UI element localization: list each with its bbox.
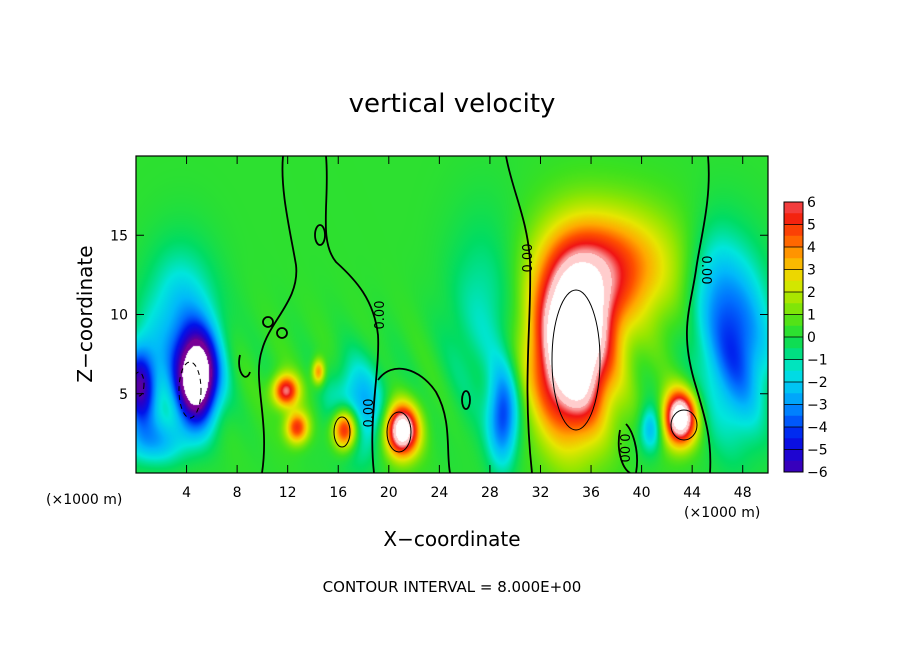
x-tick-label: 44 xyxy=(683,485,701,501)
y-axis: 5 10 15 xyxy=(110,228,768,403)
colorbar-cell xyxy=(784,247,803,259)
colorbar-cell xyxy=(784,224,803,237)
colorbar-cell xyxy=(784,404,803,417)
colorbar-cell xyxy=(784,303,803,315)
zero-contour-loop xyxy=(262,316,274,328)
zero-contour-loop xyxy=(314,224,326,246)
colorbar-cell xyxy=(784,337,803,349)
zero-contour-line xyxy=(324,156,380,473)
contour-loop-dashed xyxy=(136,371,145,397)
colorbar-tick-label: −2 xyxy=(807,375,828,391)
x-unit-right: (×1000 m) xyxy=(684,505,760,521)
colorbar-tick-label: −3 xyxy=(807,398,828,414)
x-tick-label: 28 xyxy=(481,485,499,501)
colorbar-cell xyxy=(784,382,803,394)
zero-contour-line xyxy=(686,156,712,473)
zero-contour-line xyxy=(258,156,298,473)
contour-label: 0.00 xyxy=(616,434,631,463)
contour-interval-note: CONTOUR INTERVAL = 8.000E+00 xyxy=(323,578,582,596)
colorbar-cell xyxy=(784,393,803,405)
contour-loop-thin xyxy=(333,416,351,448)
chart-title: vertical velocity xyxy=(349,89,556,119)
x-tick-label: 8 xyxy=(233,485,242,501)
y-tick-label: 5 xyxy=(119,387,128,403)
contour-label: 0.00 xyxy=(521,244,536,273)
colorbar-cell xyxy=(784,449,803,462)
contour-label: 0.00 xyxy=(373,301,388,330)
zero-contour-line xyxy=(505,156,533,473)
x-tick-label: 40 xyxy=(633,485,651,501)
colorbar-tick-label: 3 xyxy=(807,263,816,279)
colorbar-cell xyxy=(784,235,803,248)
contour-loop-thin xyxy=(670,409,698,441)
y-axis-label: Z−coordinate xyxy=(73,245,97,382)
contour-loop-thin xyxy=(551,289,601,431)
x-tick-label: 12 xyxy=(279,485,297,501)
colorbar-cell xyxy=(784,359,803,372)
contour-labels: 0.00 0.00 0.00 0.00 0.00 xyxy=(362,244,713,463)
colorbar-tick-label: 1 xyxy=(807,308,816,324)
colorbar-cell xyxy=(784,314,803,327)
colorbar-cell xyxy=(784,325,803,338)
colorbar-tick-label: 0 xyxy=(807,330,816,346)
x-tick-label: 24 xyxy=(430,485,448,501)
colorbar-tick-label: −6 xyxy=(807,465,828,481)
x-unit-left: (×1000 m) xyxy=(46,492,122,508)
colorbar-cell xyxy=(784,370,803,383)
colorbar-cell xyxy=(784,415,803,428)
colorbar-cell xyxy=(784,460,803,473)
contour-label: 0.00 xyxy=(362,399,377,428)
colorbar-cell xyxy=(784,292,803,304)
colorbar-cell xyxy=(784,427,803,439)
zero-contour-loop xyxy=(276,327,288,339)
colorbar-cell xyxy=(784,258,803,270)
zero-contour-loop xyxy=(461,390,471,410)
zero-contour-line xyxy=(238,354,251,378)
x-tick-label: 48 xyxy=(734,485,752,501)
colorbar-cell xyxy=(784,213,803,225)
x-tick-label: 32 xyxy=(532,485,550,501)
colorbar-tick-label: −4 xyxy=(807,420,828,436)
plot-area: 0.00 0.00 0.00 0.00 0.00 xyxy=(135,155,769,474)
colorbar-cell xyxy=(784,202,803,214)
x-tick-label: 4 xyxy=(182,485,191,501)
x-tick-label: 16 xyxy=(329,485,347,501)
colorbar-cell xyxy=(784,269,803,282)
contour-loop-thin xyxy=(386,411,412,453)
x-tick-label: 36 xyxy=(582,485,600,501)
colorbar-tick-label: 5 xyxy=(807,218,816,234)
colorbar-tick-label: 2 xyxy=(807,285,816,301)
colorbar-cell xyxy=(784,438,803,450)
colorbar-tick-label: −1 xyxy=(807,353,828,369)
zero-contours xyxy=(136,156,712,473)
contour-loop-dashed xyxy=(178,361,202,419)
zero-contour-line xyxy=(617,423,638,473)
x-tick-label: 20 xyxy=(380,485,398,501)
colorbar-cell xyxy=(784,348,803,360)
x-axis: 4 8 12 16 20 24 28 32 36 40 44 48 xyxy=(182,156,752,501)
y-tick-label: 15 xyxy=(110,228,128,244)
heatmap-field xyxy=(136,156,768,473)
contour-label: 0.00 xyxy=(698,256,713,285)
y-tick-label: 10 xyxy=(110,308,128,324)
colorbar: 6 5 4 3 2 1 0 −1 −2 −3 −4 −5 −6 xyxy=(783,195,828,481)
colorbar-tick-label: 4 xyxy=(807,240,816,256)
colorbar-tick-label: 6 xyxy=(807,195,816,211)
x-axis-label: X−coordinate xyxy=(383,527,520,551)
colorbar-tick-label: −5 xyxy=(807,443,828,459)
colorbar-cell xyxy=(784,280,803,293)
zero-contour-line xyxy=(377,367,451,473)
